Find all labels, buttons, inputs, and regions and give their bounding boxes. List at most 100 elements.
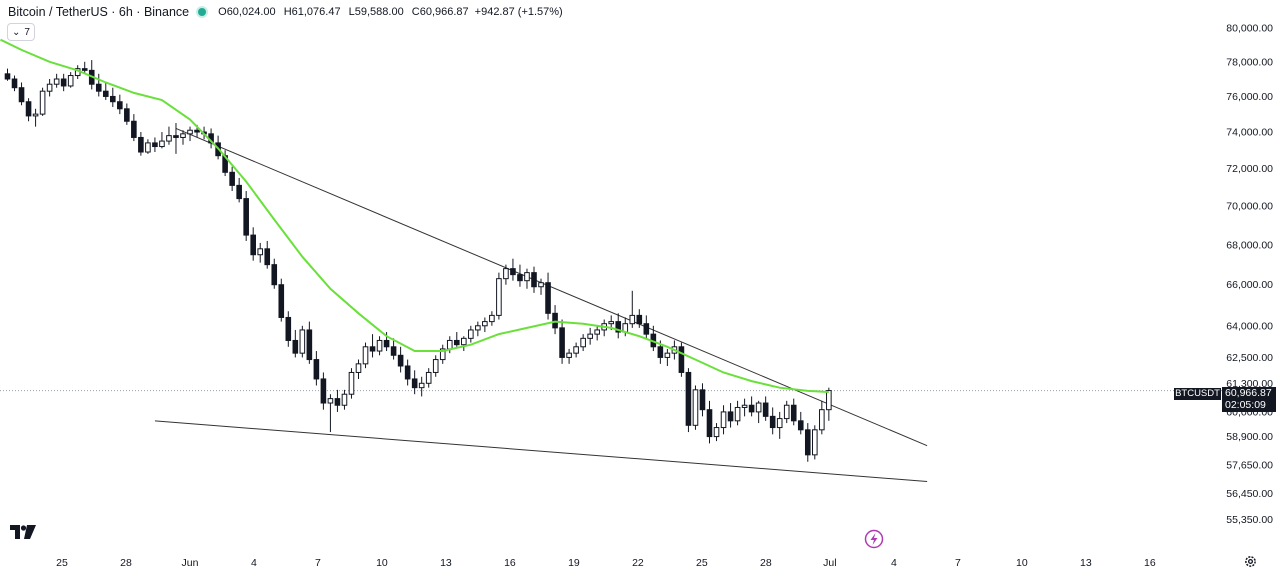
candle-body-up: [566, 352, 572, 358]
candle: [453, 332, 460, 347]
candle: [32, 108, 39, 127]
candle-body-down: [313, 359, 320, 380]
candle-body-down: [453, 339, 460, 346]
candle-body-up: [145, 142, 151, 153]
trendline-lower[interactable]: [154, 420, 928, 483]
candle-body-down: [411, 378, 418, 389]
trendline-upper[interactable]: [175, 127, 928, 447]
candle: [250, 227, 256, 261]
candle-body-down: [320, 378, 327, 404]
candle: [285, 311, 292, 347]
candle: [376, 336, 383, 356]
candle: [790, 398, 797, 426]
y-tick-label: 70,000.00: [1226, 201, 1273, 213]
candle-body-up: [299, 329, 306, 354]
high-label: H: [283, 6, 292, 18]
moving-average-line[interactable]: [0, 38, 829, 393]
candle-body-up: [355, 363, 362, 373]
candle-body-down: [81, 68, 88, 71]
symbol-title[interactable]: Bitcoin / TetherUS · 6h · Binance: [8, 5, 190, 19]
y-tick-label: 72,000.00: [1226, 163, 1273, 175]
candle: [355, 359, 362, 379]
candle: [552, 305, 558, 335]
candle-body-down: [229, 171, 235, 186]
y-axis[interactable]: 80,000.00 78,000.00 76,000.00 74,000.00 72,0…: [1226, 23, 1273, 527]
bar-countdown: 02:05:09: [1225, 399, 1266, 411]
x-tick-label: Jun: [182, 557, 199, 569]
candle: [587, 327, 593, 345]
candle: [804, 423, 811, 462]
candle-body-down: [131, 120, 137, 138]
candle: [138, 132, 144, 156]
candle-body-up: [538, 282, 544, 288]
candle-body-down: [264, 248, 271, 266]
low-value: 59,588.00: [354, 6, 404, 18]
candle: [762, 396, 769, 421]
candle-body-up: [53, 78, 60, 85]
candle: [425, 368, 432, 388]
candle: [510, 258, 516, 281]
candle-body-up: [461, 337, 467, 346]
settings-gear-icon[interactable]: [1244, 555, 1257, 568]
candle-body-up: [39, 90, 46, 115]
candle: [334, 389, 341, 412]
x-tick-label: 25: [56, 557, 68, 569]
candle: [159, 132, 165, 149]
candle-body-down: [383, 339, 390, 348]
candle: [734, 400, 741, 426]
low-label: L: [348, 6, 355, 18]
trendlines[interactable]: [154, 127, 928, 483]
candle: [461, 336, 467, 352]
candle: [720, 405, 727, 435]
candle: [362, 342, 369, 369]
candle-body-down: [797, 420, 804, 431]
candle: [102, 82, 109, 100]
x-axis[interactable]: 25 28 Jun 4 7 10 13 16 19 22 25 28 Jul 4 7 10 13 16: [56, 557, 1156, 569]
candle-body-up: [187, 129, 193, 135]
candle: [531, 266, 537, 293]
tradingview-logo-icon[interactable]: [10, 525, 36, 539]
candle-body-down: [18, 87, 25, 103]
candle-body-down: [173, 135, 179, 138]
candle: [390, 338, 397, 360]
candle-body-up: [755, 402, 762, 413]
ohlc-values: O60,024.00 H61,076.47 L59,588.00 C60,966…: [213, 6, 469, 18]
candle-body-up: [783, 404, 790, 420]
candle-body-up: [826, 390, 832, 411]
candle: [117, 94, 123, 115]
candle: [482, 317, 488, 333]
candle: [755, 400, 762, 424]
candle: [313, 351, 320, 386]
x-tick-label: 25: [696, 557, 708, 569]
y-tick-label: 55,350.00: [1226, 514, 1273, 526]
candle-body-down: [769, 415, 776, 429]
candle-body-up: [348, 371, 355, 395]
x-tick-label: 13: [440, 557, 452, 569]
lightning-icon[interactable]: [864, 529, 884, 549]
candle-body-up: [664, 352, 671, 358]
chevron-down-icon: ⌄: [12, 26, 21, 38]
candle-body-up: [594, 329, 600, 335]
candle-body-down: [334, 398, 341, 406]
candle: [475, 321, 481, 337]
candle: [524, 268, 530, 289]
candle-body-down: [285, 316, 292, 341]
candle: [559, 319, 565, 364]
candle-body-down: [102, 90, 109, 97]
open-label: O: [218, 6, 227, 18]
candle-body-down: [110, 95, 116, 103]
candle-body-down: [636, 314, 643, 325]
candle: [95, 73, 102, 97]
indicator-toggle-button[interactable]: ⌄ 7: [7, 23, 35, 41]
candle-body-up: [776, 418, 783, 429]
candle-body-down: [404, 365, 411, 380]
candle-body-up: [32, 113, 39, 117]
candle: [4, 68, 11, 81]
candle: [11, 75, 18, 92]
candle-body-up: [418, 382, 425, 389]
x-tick-label: 10: [1016, 557, 1028, 569]
candle-body-down: [748, 404, 755, 413]
candle-body-down: [699, 389, 706, 411]
candle: [145, 139, 151, 154]
